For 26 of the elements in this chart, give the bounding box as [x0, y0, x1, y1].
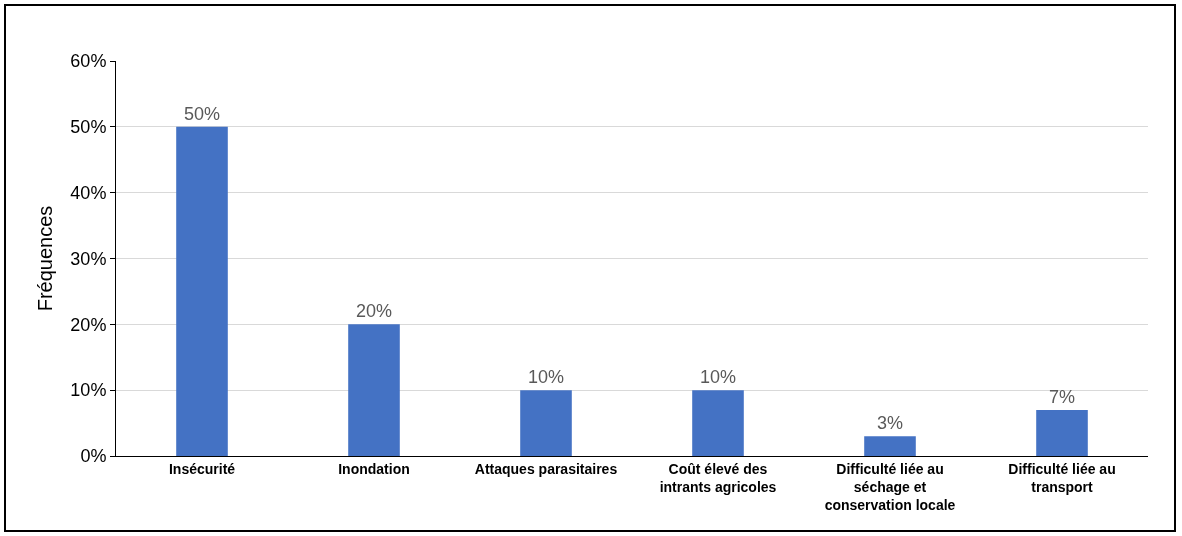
- data-label: 20%: [355, 301, 393, 322]
- y-tick-label: 40%: [70, 182, 107, 203]
- bar: [176, 126, 228, 456]
- x-tick-label: Inondation: [338, 460, 410, 477]
- y-axis-title: Fréquences: [33, 205, 56, 312]
- x-tick-label: Attaques parasitaires: [474, 460, 618, 477]
- bar: [692, 390, 744, 456]
- bar: [348, 324, 400, 456]
- y-tick-label: 0%: [80, 446, 107, 467]
- data-label: 10%: [527, 367, 565, 388]
- y-tick-label: 30%: [70, 248, 107, 269]
- data-label: 7%: [1048, 386, 1076, 407]
- bar: [864, 436, 916, 456]
- data-label: 3%: [876, 413, 904, 434]
- y-tick-label: 20%: [70, 314, 107, 335]
- x-tick-label: Insécurité: [168, 460, 236, 477]
- bar: [1036, 409, 1088, 456]
- y-tick-label: 60%: [70, 51, 107, 72]
- x-tick-label: Difficulté liée au séchage et conservation locale: [824, 460, 956, 514]
- x-tick-label: Coût élevé des intrants agricoles: [659, 460, 777, 495]
- y-tick-label: 10%: [70, 380, 107, 401]
- bar: [520, 390, 572, 456]
- x-tick-label: Difficulté liée au transport: [1008, 460, 1116, 495]
- data-label: 50%: [183, 103, 221, 124]
- data-label: 10%: [699, 367, 737, 388]
- y-tick-label: 50%: [70, 117, 107, 138]
